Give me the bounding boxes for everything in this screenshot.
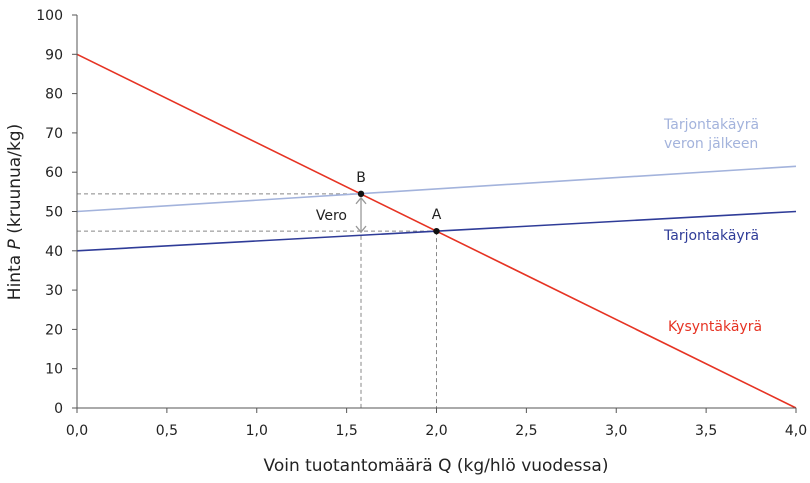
y-tick-label: 80 [45,87,63,103]
y-axis-label-suffix: (kruunua/kg) [5,124,25,239]
point-label-B: B [356,170,366,186]
tax-label: Vero [316,208,347,224]
y-tick-label: 0 [54,401,63,417]
point-B [357,190,365,198]
y-axis-label: Hinta P (kruunua/kg) [5,124,25,300]
series-label: Kysyntäkäyrä [668,319,762,335]
y-axis-label-prefix: Hinta [5,249,25,300]
x-tick-label: 2,0 [425,423,447,439]
x-tick-label: 0,0 [66,423,88,439]
x-tick-label: 3,0 [605,423,627,439]
y-tick-label: 20 [45,322,63,338]
y-tick-label: 30 [45,283,63,299]
y-tick-label: 50 [45,205,63,221]
y-tick-label: 70 [45,126,63,142]
tax-arrow-head [355,196,367,205]
x-tick-label: 4,0 [785,423,807,439]
series-label: Tarjontakäyrä [663,228,759,244]
y-tick-label: 100 [36,8,63,24]
y-tick-label: 40 [45,244,63,260]
x-tick-label: 2,5 [515,423,537,439]
y-tick-label: 10 [45,362,63,378]
x-tick-label: 1,0 [246,423,268,439]
y-tick-label: 60 [45,165,63,181]
series-label: veron jälkeen [664,136,758,152]
point-A [433,227,440,235]
x-tick-label: 1,5 [335,423,357,439]
x-tick-label: 0,5 [156,423,178,439]
x-axis-label: Voin tuotantomäärä Q (kg/hlö vuodessa) [264,456,609,476]
x-tick-label: 3,5 [695,423,717,439]
y-tick-label: 90 [45,47,63,63]
point-label-A: A [432,207,442,223]
series-line-2 [76,165,797,213]
series-label: Tarjontakäyrä [663,117,759,133]
y-axis-label-var: P [5,238,25,249]
tax-arrow-head [355,225,367,234]
